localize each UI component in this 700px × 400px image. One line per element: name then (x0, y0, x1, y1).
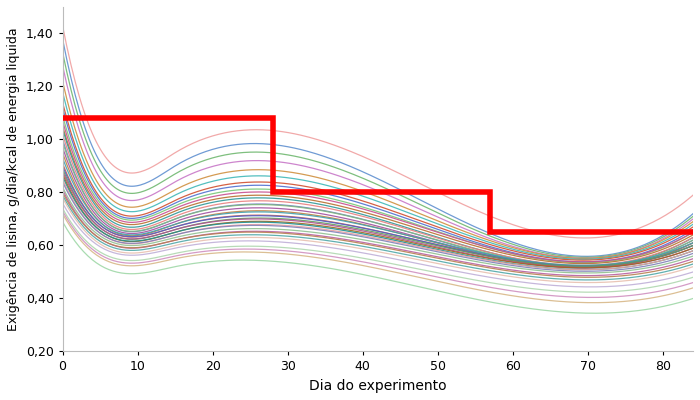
X-axis label: Dia do experimento: Dia do experimento (309, 379, 447, 393)
Y-axis label: Exigência de lisina, g/dia/kcal de energia liquida: Exigência de lisina, g/dia/kcal de energ… (7, 27, 20, 331)
